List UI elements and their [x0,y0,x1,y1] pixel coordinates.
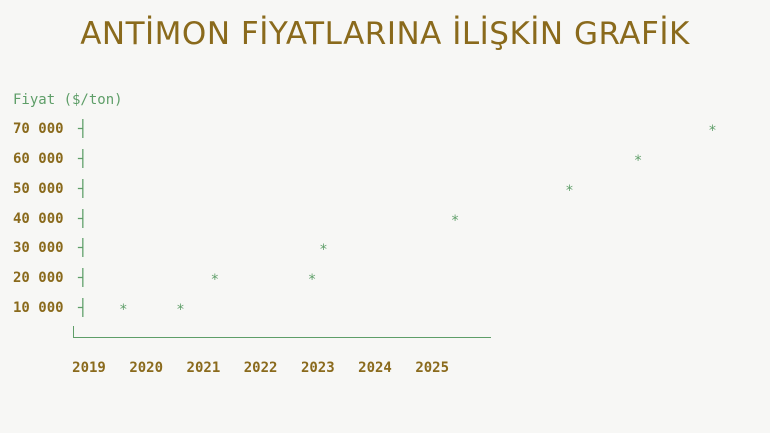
data-point: * [708,123,717,140]
y-tick-mark: ┤ [78,178,88,198]
y-tick-label: 10 000 [13,300,64,316]
x-tick-label: 2023 [300,360,335,376]
y-tick-mark: ┤ [78,149,88,168]
x-tick-label: 2022 [243,360,278,376]
x-tick-label: 2025 [415,360,450,376]
y-tick-label: 50 000 [13,180,64,197]
y-tick-mark: ┤ [78,298,88,317]
x-tick-label: 2021 [186,360,221,376]
y-tick-label: 40 000 [13,210,64,227]
data-point: * [176,302,185,318]
y-tick-label: 60 000 [13,151,64,167]
y-tick-mark: ┤ [78,119,88,139]
x-tick-label: 2019 [72,360,106,376]
y-tick-mark: ┤ [78,268,88,288]
y-tick-label: 70 000 [13,121,64,138]
y-tick-label: 30 000 [13,240,64,257]
y-tick-mark: ┤ [78,208,88,228]
x-axis-line [73,326,491,338]
x-tick-label: 2024 [358,360,392,376]
data-point: * [307,272,317,289]
y-tick-label: 20 000 [13,270,64,287]
chart-title: ANTİMON FİYATLARINA İLİŞKİN GRAFİK [80,16,690,52]
y-axis-label: Fiyat ($/ton) [13,92,123,108]
data-point: * [210,272,220,289]
data-point: * [119,302,128,318]
data-point: * [565,182,574,199]
data-point: * [633,153,643,169]
y-tick-mark: ┤ [78,238,88,258]
data-point: * [319,242,328,259]
x-tick-label: 2020 [129,360,164,376]
data-point: * [450,212,460,229]
